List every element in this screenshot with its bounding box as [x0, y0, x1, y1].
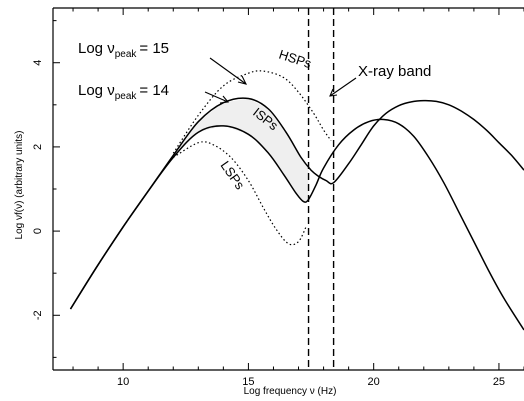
annotation-arrows [204, 57, 357, 104]
isp-shaded-band-layer [173, 98, 309, 202]
annotation-peak14-prefix: Log ν [78, 82, 115, 99]
y-tick-label: 0 [32, 228, 44, 234]
series-line-1 [69, 97, 524, 310]
arrow-xray-head [329, 88, 338, 97]
annotation-peak15-subscript: peak [115, 49, 138, 60]
axes: 10 15 20 25 -2 0 2 4 [32, 7, 524, 388]
y-axis-label: Log νf(ν) (arbitrary units) [14, 131, 25, 240]
annotation-log-nu-peak-15: Log νpeak = 15 [78, 40, 169, 60]
arrow-xray [329, 77, 357, 97]
xray-band-lines [307, 8, 335, 370]
lsps-label: LSPs [218, 158, 248, 192]
arrow-peak14 [204, 91, 229, 103]
series-layer [69, 70, 524, 331]
annotation-peak14-value: = 14 [139, 82, 169, 99]
svg-text:Log νpeak= 15: Log νpeak = 15 [78, 40, 169, 60]
y-tick-label: 2 [32, 144, 44, 150]
series-line-4 [172, 141, 307, 246]
hsps-label: HSPs [277, 47, 314, 72]
xray-band-label: X-ray band [358, 63, 431, 80]
svg-text:Log νpeak= 14: Log νpeak = 14 [78, 82, 169, 102]
y-tick-label: -2 [32, 310, 44, 320]
annotation-peak15-value: = 15 [139, 40, 169, 57]
x-tick-label: 20 [368, 376, 380, 388]
x-tick-label: 25 [493, 376, 505, 388]
annotation-peak14-subscript: peak [115, 91, 138, 102]
arrow-peak15-head [237, 75, 248, 85]
isp-shaded-band [173, 98, 309, 202]
x-tick-label: 15 [242, 376, 254, 388]
series-line-2 [69, 118, 524, 331]
x-tick-label: 10 [117, 376, 129, 388]
annotation-peak15-prefix: Log ν [78, 40, 115, 57]
arrow-peak15 [209, 57, 247, 85]
y-tick-label: 4 [32, 60, 44, 66]
annotation-log-nu-peak-14: Log νpeak = 14 [78, 82, 169, 102]
x-axis-label: Log frequency ν (Hz) [244, 386, 337, 397]
arrow-peak14-head [219, 95, 230, 104]
